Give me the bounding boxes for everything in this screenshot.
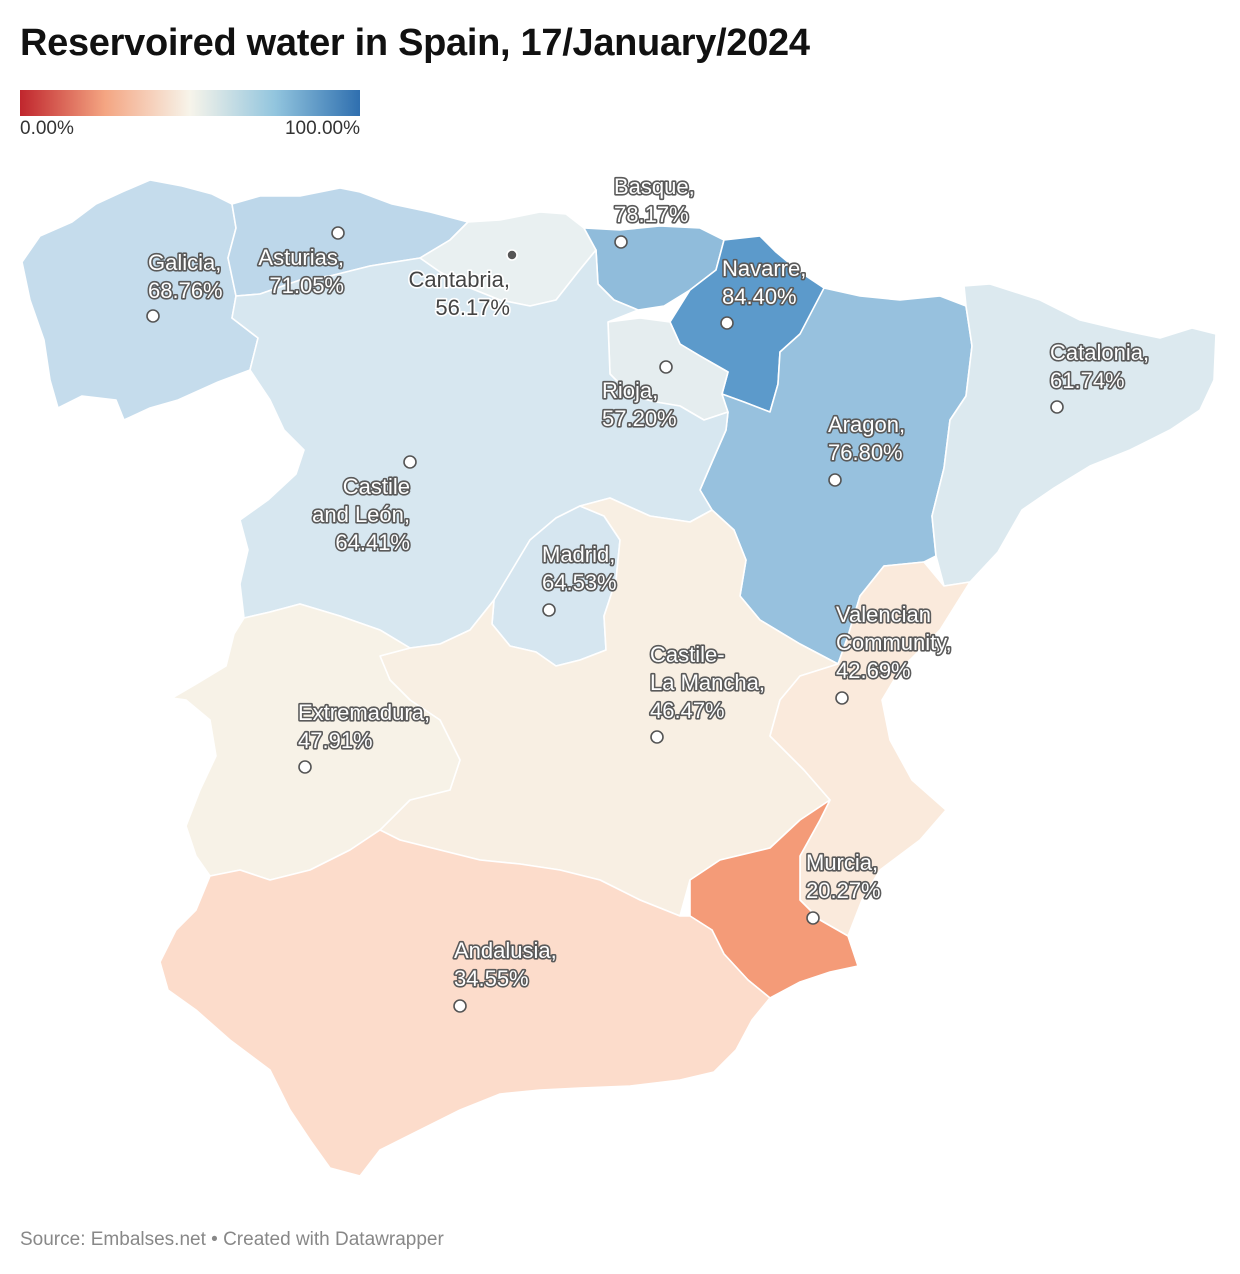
marker-madrid <box>542 603 556 617</box>
label-line: Aragon, <box>828 412 905 437</box>
label-castile-leon: Castile and León, 64.41% <box>312 474 410 555</box>
label-line: and León, <box>312 502 410 527</box>
label-line: La Mancha, <box>650 670 765 695</box>
label-line: 64.41% <box>335 530 410 555</box>
labels-layer: Galicia, 68.76% Asturias, 71.05% Cantabria, 5… <box>146 172 1150 992</box>
marker-basque <box>614 235 628 249</box>
marker-castile-leon <box>403 455 417 469</box>
map-title: Reservoired water in Spain, 17/January/2… <box>20 22 810 64</box>
label-line: 46.47% <box>650 698 725 723</box>
label-line: Castile <box>343 474 410 499</box>
label-line: Catalonia, <box>1050 340 1149 365</box>
marker-rioja <box>659 360 673 374</box>
region-murcia <box>689 799 859 999</box>
label-line: Navarre, <box>722 256 806 281</box>
label-galicia: Galicia, 68.76% <box>148 250 223 303</box>
marker-castile-la-mancha <box>650 730 664 744</box>
label-murcia: Murcia, 20.27% <box>806 850 881 903</box>
marker-navarre <box>720 316 734 330</box>
marker-galicia <box>146 309 160 323</box>
label-cantabria: Cantabria, 56.17% <box>408 267 510 320</box>
label-aragon: Aragon, 76.80% <box>828 412 905 465</box>
label-line: 71.05% <box>269 273 344 298</box>
label-line: Rioja, <box>602 378 658 403</box>
label-line: Madrid, <box>542 542 615 567</box>
label-line: 64.53% <box>542 570 617 595</box>
label-line: Valencian <box>836 602 931 627</box>
label-line: 20.27% <box>806 878 881 903</box>
label-line: 78.17% <box>614 202 689 227</box>
marker-aragon <box>828 473 842 487</box>
label-line: 68.76% <box>148 278 223 303</box>
source-note: Source: Embalses.net • Created with Data… <box>20 1229 444 1250</box>
label-line: 57.20% <box>602 406 677 431</box>
label-line: 76.80% <box>828 440 903 465</box>
marker-andalusia <box>453 999 467 1013</box>
label-line: Extremadura, <box>298 700 430 725</box>
label-line: Castile- <box>650 642 725 667</box>
label-valencian-community: Valencian Community, 42.69% <box>836 602 952 683</box>
label-line: 56.17% <box>435 295 510 320</box>
label-catalonia: Catalonia, 61.74% <box>1050 340 1149 393</box>
markers-layer <box>146 226 1064 1013</box>
marker-extremadura <box>298 760 312 774</box>
label-line: 61.74% <box>1050 368 1125 393</box>
label-madrid: Madrid, 64.53% <box>542 542 617 595</box>
label-line: 84.40% <box>722 284 797 309</box>
label-line: Asturias, <box>258 245 344 270</box>
label-andalusia: Andalusia, 34.55% <box>454 938 557 991</box>
label-line: Galicia, <box>148 250 221 275</box>
label-castile-la-mancha: Castile- La Mancha, 46.47% <box>650 642 765 723</box>
label-extremadura: Extremadura, 47.91% <box>298 700 430 753</box>
label-line: Community, <box>836 630 952 655</box>
legend-gradient-bar <box>20 90 360 116</box>
label-line: 42.69% <box>836 658 911 683</box>
legend-min-label: 0.00% <box>20 118 74 139</box>
label-basque: Basque, 78.17% <box>614 174 695 227</box>
label-rioja: Rioja, 57.20% <box>602 378 677 431</box>
region-catalonia <box>931 283 1217 587</box>
label-line: Murcia, <box>806 850 878 875</box>
label-line: 34.55% <box>454 966 529 991</box>
label-asturias: Asturias, 71.05% <box>258 245 344 298</box>
color-legend: 0.00% 100.00% <box>20 90 360 140</box>
legend-labels: 0.00% 100.00% <box>20 116 360 140</box>
regions-layer <box>21 179 1217 1177</box>
label-navarre: Navarre, 84.40% <box>722 256 806 309</box>
marker-murcia <box>806 911 820 925</box>
label-line: Andalusia, <box>454 938 557 963</box>
label-line: 47.91% <box>298 728 373 753</box>
marker-cantabria <box>506 249 518 261</box>
legend-max-label: 100.00% <box>284 118 360 139</box>
label-line: Basque, <box>614 174 695 199</box>
marker-valencian-community <box>835 691 849 705</box>
label-line: Cantabria, <box>408 267 510 292</box>
marker-asturias <box>331 226 345 240</box>
marker-catalonia <box>1050 400 1064 414</box>
